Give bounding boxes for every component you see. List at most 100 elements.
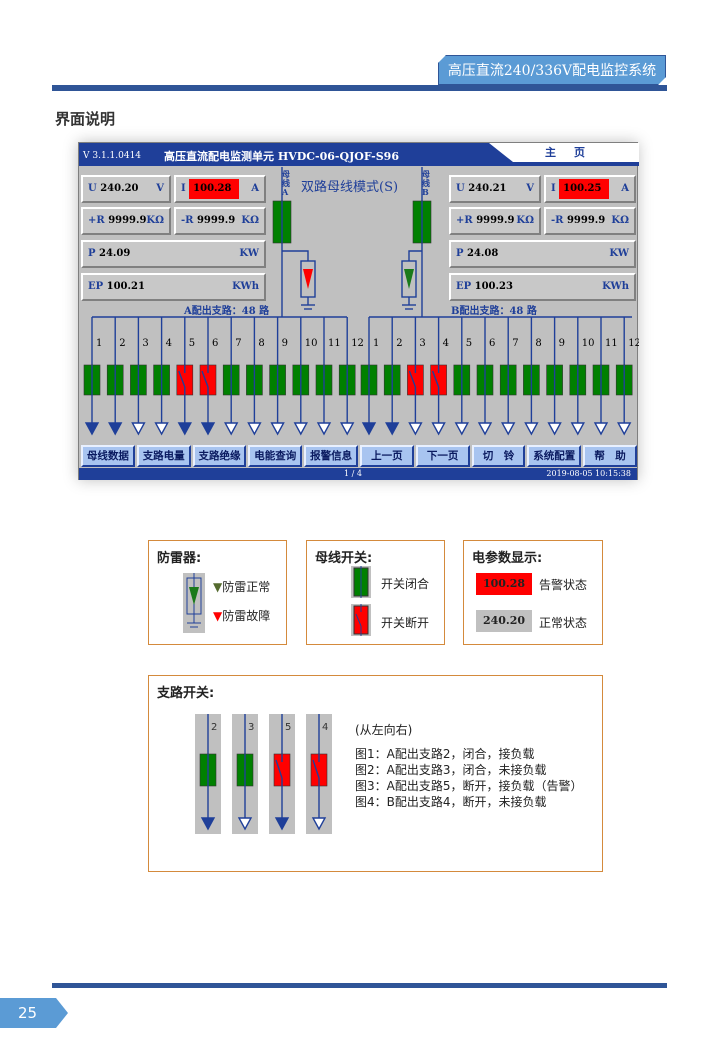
bus-b-power: P 24.08 KW: [449, 240, 636, 268]
system-title-tab: 高压直流240/336V配电监控系统: [438, 55, 666, 85]
load-arrow-empty: [270, 422, 285, 436]
load-arrow-empty: [237, 817, 253, 831]
bus-a-power: P 24.09 KW: [81, 240, 266, 268]
bus-a-label: 母线A: [282, 169, 290, 197]
surge-normal-legend: ▼防雷正常: [213, 578, 270, 595]
load-arrow-filled: [274, 817, 290, 831]
branch-number: 7: [235, 338, 241, 349]
bus-b-r-pos: +R 9999.9 KΩ: [449, 207, 541, 235]
load-arrow-empty: [340, 422, 355, 436]
screen-button[interactable]: 报警信息: [304, 445, 358, 467]
svg-text:5: 5: [285, 722, 291, 733]
load-arrow-filled: [385, 422, 400, 436]
screen-title-bar: V 3.1.1.0414 高压直流配电监测单元 HVDC-06-QJOF-S96…: [79, 143, 639, 166]
screen-button[interactable]: 母线数据: [81, 445, 135, 467]
branch-number: 5: [189, 338, 195, 349]
branch-number: 9: [559, 338, 565, 349]
branch-number: 3: [419, 338, 425, 349]
load-arrow-empty: [570, 422, 585, 436]
load-arrow-empty: [431, 422, 446, 436]
branch-example-icon: 4: [306, 714, 332, 834]
svg-text:3: 3: [248, 722, 254, 733]
legend-bus-switch: 母线开关: 开关闭合 开关断开: [306, 540, 445, 645]
surge-fault-text: 防雷故障: [222, 609, 271, 623]
load-arrow-empty: [224, 422, 239, 436]
switch-closed-icon: [351, 566, 371, 598]
home-tab[interactable]: 主页: [489, 143, 639, 162]
screen-title: 高压直流配电监测单元 HVDC-06-QJOF-S96: [164, 150, 399, 163]
branch-note: (从左向右): [355, 723, 413, 737]
legend-params-title: 电参数显示:: [472, 551, 543, 566]
branch-examples: 2 3 5 4: [195, 714, 345, 836]
alarm-state-text: 告警状态: [539, 578, 588, 592]
branch-number: 12: [628, 338, 639, 349]
surge-arrester-icon: [183, 573, 205, 633]
load-arrow-empty: [547, 422, 562, 436]
load-arrow-filled: [177, 422, 192, 436]
load-arrow-filled: [108, 422, 123, 436]
bus-a-energy: EP 100.21 KWh: [81, 273, 266, 301]
section-title: 界面说明: [55, 110, 116, 128]
bus-b-branches-label: B配出支路：48 路: [451, 306, 537, 317]
branch-number: 2: [396, 338, 402, 349]
bus-a-voltage: U 240.20 V: [81, 175, 171, 203]
load-arrow-empty: [454, 422, 469, 436]
switch-open-icon: [351, 604, 371, 636]
green-triangle-icon: ▼: [213, 580, 223, 594]
screen-button[interactable]: 支路电量: [136, 445, 191, 467]
surge-normal-text: 防雷正常: [222, 580, 271, 594]
mode-label: 双路母线模式(S): [301, 180, 399, 195]
branch-description-line: 图1：A配出支路2，闭合，接负载: [355, 747, 535, 761]
branch-number: 6: [212, 338, 218, 349]
branch-description-line: 图4：B配出支路4，断开，未接负载: [355, 795, 547, 809]
screen-button[interactable]: 切 铃: [471, 445, 526, 467]
branch-number: 1: [96, 338, 102, 349]
branch-number: 12: [351, 338, 364, 349]
branch-number: 7: [512, 338, 518, 349]
screen-button[interactable]: 上一页: [359, 445, 414, 467]
screen-button[interactable]: 电能查询: [248, 445, 303, 467]
screen-button[interactable]: 支路绝缘: [192, 445, 247, 467]
legend-params: 电参数显示: 100.28 告警状态 240.20 正常状态: [463, 540, 603, 645]
switch-closed-text: 开关闭合: [381, 577, 430, 591]
normal-state-text: 正常状态: [539, 616, 588, 630]
branch-number: 8: [258, 338, 264, 349]
branch-number: 8: [535, 338, 541, 349]
load-arrow-empty: [593, 422, 609, 436]
bus-a-r-neg: -R 9999.9 KΩ: [174, 207, 266, 235]
screen-button[interactable]: 系统配置: [527, 445, 582, 467]
load-arrow-filled: [361, 422, 377, 436]
legend-branch-switch: 支路开关: 2 3 5 4 (从左向右) 图1：A配出支路2，闭合，接负载 图2：A配出…: [148, 675, 603, 872]
bus-b-voltage: U 240.21 V: [449, 175, 541, 203]
load-arrow-empty: [131, 422, 146, 436]
branch-example-icon: 3: [232, 714, 258, 834]
screen-button[interactable]: 帮 助: [583, 445, 637, 467]
legend-branch-title: 支路开关:: [157, 686, 215, 701]
red-triangle-icon: ▼: [213, 609, 223, 623]
svg-text:2: 2: [211, 722, 217, 733]
branch-description-line: 图2：A配出支路3，闭合，未接负载: [355, 763, 547, 777]
branch-number: 2: [119, 338, 125, 349]
page-indicator: 1 / 4: [344, 469, 362, 478]
branch-number: 4: [166, 338, 172, 349]
datetime: 2019-08-05 10:15:38: [546, 469, 631, 478]
load-arrow-empty: [316, 422, 332, 436]
header-rule: [52, 85, 667, 91]
normal-value-sample: 240.20: [476, 610, 532, 632]
branch-example-icon: 2: [195, 714, 221, 834]
branch-number: 10: [305, 338, 318, 349]
screen-button[interactable]: 下一页: [415, 445, 470, 467]
branch-number: 11: [328, 338, 341, 349]
branch-descriptions: 图1：A配出支路2，闭合，接负载 图2：A配出支路3，闭合，未接负载 图3：A配出支…: [355, 746, 582, 810]
bus-a-current: I 100.28 A: [174, 175, 266, 203]
branch-number: 11: [605, 338, 618, 349]
switch-open-text: 开关断开: [381, 616, 430, 630]
surge-fault-legend: ▼防雷故障: [213, 607, 270, 624]
legend-surge: 防雷器: ▼防雷正常 ▼防雷故障: [148, 540, 287, 645]
load-arrow-empty: [477, 422, 493, 436]
page-number: 25: [0, 998, 68, 1028]
branch-number: 6: [489, 338, 495, 349]
load-arrow-empty: [247, 422, 262, 436]
branch-number: 9: [282, 338, 288, 349]
load-arrow-filled: [84, 422, 100, 436]
